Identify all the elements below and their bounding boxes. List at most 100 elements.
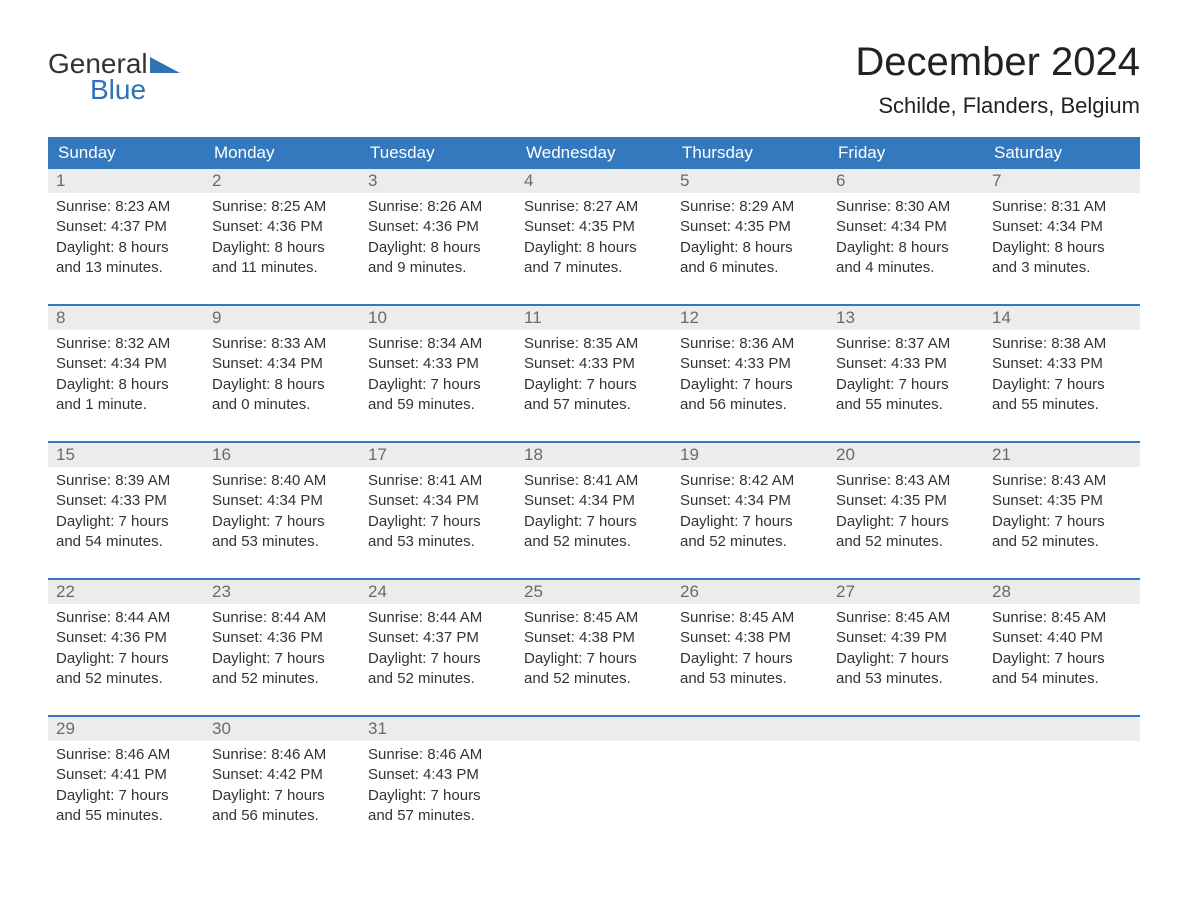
daylight-line-2: and 0 minutes.	[212, 395, 352, 415]
dow-cell: Monday	[204, 137, 360, 169]
location: Schilde, Flanders, Belgium	[855, 93, 1140, 119]
sunset-line: Sunset: 4:34 PM	[212, 354, 352, 374]
sunrise-line: Sunrise: 8:45 AM	[836, 608, 976, 628]
sunset-line: Sunset: 4:33 PM	[680, 354, 820, 374]
sunset-value: 4:43 PM	[423, 766, 479, 783]
sunset-value: 4:38 PM	[579, 629, 635, 646]
daylight-hours: 7 hours	[587, 650, 637, 667]
sunrise-value: 8:32 AM	[115, 335, 170, 352]
logo: General Blue	[48, 48, 180, 106]
daylight-line-1: Daylight: 8 hours	[212, 238, 352, 258]
sunrise-line: Sunrise: 8:42 AM	[680, 471, 820, 491]
dow-cell: Thursday	[672, 137, 828, 169]
sunset-line: Sunset: 4:38 PM	[680, 628, 820, 648]
daylight-line-1: Daylight: 7 hours	[368, 649, 508, 669]
sunrise-line: Sunrise: 8:39 AM	[56, 471, 196, 491]
sunrise-value: 8:37 AM	[895, 335, 950, 352]
day-cell: Sunrise: 8:33 AMSunset: 4:34 PMDaylight:…	[204, 330, 360, 423]
day-number: 8	[48, 306, 204, 330]
sunrise-value: 8:45 AM	[1051, 609, 1106, 626]
sunset-line: Sunset: 4:37 PM	[368, 628, 508, 648]
daylight-hours: 7 hours	[1055, 376, 1105, 393]
week-row: 1234567Sunrise: 8:23 AMSunset: 4:37 PMDa…	[48, 169, 1140, 286]
sunrise-value: 8:34 AM	[427, 335, 482, 352]
day-number: 17	[360, 443, 516, 467]
day-number: 27	[828, 580, 984, 604]
daylight-hours: 7 hours	[119, 650, 169, 667]
sunrise-value: 8:41 AM	[583, 472, 638, 489]
sunrise-value: 8:27 AM	[583, 198, 638, 215]
month-title: December 2024	[855, 40, 1140, 85]
daylight-hours: 7 hours	[275, 787, 325, 804]
daylight-hours: 8 hours	[431, 239, 481, 256]
daylight-line-1: Daylight: 7 hours	[56, 786, 196, 806]
day-cell: Sunrise: 8:29 AMSunset: 4:35 PMDaylight:…	[672, 193, 828, 286]
day-number: 7	[984, 169, 1140, 193]
day-number: 5	[672, 169, 828, 193]
daylight-hours: 7 hours	[431, 513, 481, 530]
daylight-line-1: Daylight: 7 hours	[368, 786, 508, 806]
day-number: 18	[516, 443, 672, 467]
day-number: 25	[516, 580, 672, 604]
sunset-value: 4:35 PM	[735, 218, 791, 235]
sunrise-value: 8:41 AM	[427, 472, 482, 489]
sunrise-value: 8:39 AM	[115, 472, 170, 489]
sunset-line: Sunset: 4:35 PM	[524, 217, 664, 237]
daylight-line-2: and 13 minutes.	[56, 258, 196, 278]
daylight-hours: 8 hours	[899, 239, 949, 256]
day-cell: Sunrise: 8:31 AMSunset: 4:34 PMDaylight:…	[984, 193, 1140, 286]
sunrise-line: Sunrise: 8:33 AM	[212, 334, 352, 354]
daylight-line-2: and 53 minutes.	[680, 669, 820, 689]
sunset-line: Sunset: 4:38 PM	[524, 628, 664, 648]
daynum-row: 22232425262728	[48, 580, 1140, 604]
sunset-value: 4:33 PM	[891, 355, 947, 372]
sunset-line: Sunset: 4:33 PM	[836, 354, 976, 374]
day-number: 21	[984, 443, 1140, 467]
daylight-hours: 7 hours	[1055, 513, 1105, 530]
sunrise-line: Sunrise: 8:38 AM	[992, 334, 1132, 354]
daylight-hours: 8 hours	[275, 376, 325, 393]
daylight-hours: 7 hours	[743, 650, 793, 667]
daylight-line-1: Daylight: 8 hours	[836, 238, 976, 258]
sunset-value: 4:34 PM	[579, 492, 635, 509]
day-cell: Sunrise: 8:25 AMSunset: 4:36 PMDaylight:…	[204, 193, 360, 286]
daylight-line-2: and 52 minutes.	[212, 669, 352, 689]
daylight-hours: 7 hours	[431, 787, 481, 804]
sunset-value: 4:35 PM	[1047, 492, 1103, 509]
daylight-line-2: and 54 minutes.	[992, 669, 1132, 689]
sunrise-line: Sunrise: 8:30 AM	[836, 197, 976, 217]
day-cell: Sunrise: 8:37 AMSunset: 4:33 PMDaylight:…	[828, 330, 984, 423]
sunset-value: 4:33 PM	[735, 355, 791, 372]
sunset-line: Sunset: 4:41 PM	[56, 765, 196, 785]
sunset-line: Sunset: 4:37 PM	[56, 217, 196, 237]
sunrise-line: Sunrise: 8:32 AM	[56, 334, 196, 354]
daylight-line-1: Daylight: 7 hours	[56, 649, 196, 669]
day-number: 4	[516, 169, 672, 193]
sunset-line: Sunset: 4:33 PM	[368, 354, 508, 374]
daylight-hours: 8 hours	[275, 239, 325, 256]
sunset-value: 4:36 PM	[267, 629, 323, 646]
sunset-line: Sunset: 4:33 PM	[992, 354, 1132, 374]
sunset-value: 4:34 PM	[735, 492, 791, 509]
daylight-hours: 7 hours	[119, 787, 169, 804]
day-cell: Sunrise: 8:41 AMSunset: 4:34 PMDaylight:…	[516, 467, 672, 560]
daylight-line-1: Daylight: 7 hours	[836, 649, 976, 669]
sunrise-line: Sunrise: 8:44 AM	[368, 608, 508, 628]
sunset-value: 4:33 PM	[111, 492, 167, 509]
sunset-line: Sunset: 4:35 PM	[680, 217, 820, 237]
logo-text-blue: Blue	[90, 74, 146, 106]
daylight-line-1: Daylight: 7 hours	[212, 786, 352, 806]
sunset-line: Sunset: 4:39 PM	[836, 628, 976, 648]
sunrise-value: 8:29 AM	[739, 198, 794, 215]
daylight-hours: 7 hours	[275, 650, 325, 667]
sunrise-value: 8:35 AM	[583, 335, 638, 352]
day-cell: Sunrise: 8:43 AMSunset: 4:35 PMDaylight:…	[984, 467, 1140, 560]
daylight-line-1: Daylight: 8 hours	[212, 375, 352, 395]
sunrise-line: Sunrise: 8:26 AM	[368, 197, 508, 217]
daylight-line-1: Daylight: 8 hours	[368, 238, 508, 258]
day-number	[984, 717, 1140, 741]
day-cell: Sunrise: 8:44 AMSunset: 4:37 PMDaylight:…	[360, 604, 516, 697]
sunset-line: Sunset: 4:34 PM	[836, 217, 976, 237]
day-number: 24	[360, 580, 516, 604]
daylight-line-1: Daylight: 8 hours	[680, 238, 820, 258]
